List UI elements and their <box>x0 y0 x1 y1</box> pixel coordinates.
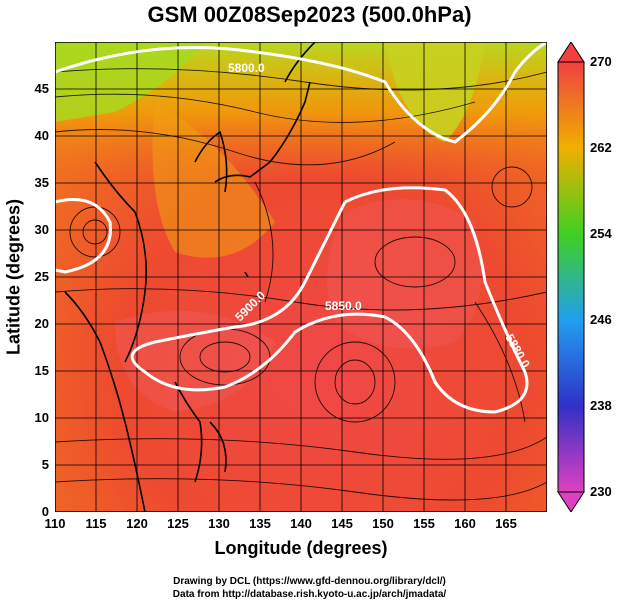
x-tick-label: 160 <box>454 516 476 531</box>
x-tick-label: 125 <box>167 516 189 531</box>
x-tick-label: 115 <box>85 516 107 531</box>
y-tick-label: 25 <box>34 269 49 284</box>
streamlines <box>55 68 547 501</box>
x-tick-label: 145 <box>331 516 353 531</box>
y-tick-label: 30 <box>34 222 49 237</box>
grid-lines <box>55 42 547 512</box>
y-tick-label: 15 <box>34 363 49 378</box>
colorbar-tick-label: 270 <box>590 54 612 69</box>
coastlines <box>64 42 316 512</box>
colorbar-tick-label: 262 <box>590 140 612 155</box>
x-tick-label: 155 <box>413 516 435 531</box>
x-tick-label: 135 <box>249 516 271 531</box>
map-plot: 5800.0 5900.0 5850.0 5880.0 <box>55 42 547 512</box>
y-tick-label: 20 <box>34 316 49 331</box>
contour-label: 5850.0 <box>325 299 362 313</box>
colorbar-tick-label: 254 <box>590 226 612 241</box>
colorbar <box>557 42 585 512</box>
y-tick-label: 10 <box>34 410 49 425</box>
colorbar-tick-label: 238 <box>590 398 612 413</box>
credit-drawing: Drawing by DCL (https://www.gfd-dennou.o… <box>173 576 446 587</box>
x-axis-label: Longitude (degrees) <box>214 538 388 558</box>
y-axis-label: Latitude (degrees) <box>3 198 24 356</box>
colorbar-tick-label: 230 <box>590 484 612 499</box>
credit-data: Data from http://database.rish.kyoto-u.a… <box>172 589 447 600</box>
x-tick-label: 150 <box>372 516 394 531</box>
x-tick-label: 110 <box>44 516 66 531</box>
contour-label: 5800.0 <box>228 61 265 75</box>
x-tick-label: 165 <box>495 516 517 531</box>
colorbar-tick-label: 246 <box>590 312 612 327</box>
y-tick-label: 45 <box>34 81 49 96</box>
x-tick-label: 140 <box>290 516 312 531</box>
y-tick-label: 5 <box>41 457 49 472</box>
x-tick-label: 120 <box>126 516 148 531</box>
chart-title: GSM 00Z08Sep2023 (500.0hPa) <box>147 2 472 27</box>
y-tick-label: 0 <box>41 504 49 519</box>
y-tick-label: 40 <box>34 128 49 143</box>
y-axis-label-wrapper: Latitude (degrees) <box>2 42 26 512</box>
height-contours <box>55 42 547 414</box>
x-tick-label: 130 <box>208 516 230 531</box>
y-tick-label: 35 <box>34 175 49 190</box>
